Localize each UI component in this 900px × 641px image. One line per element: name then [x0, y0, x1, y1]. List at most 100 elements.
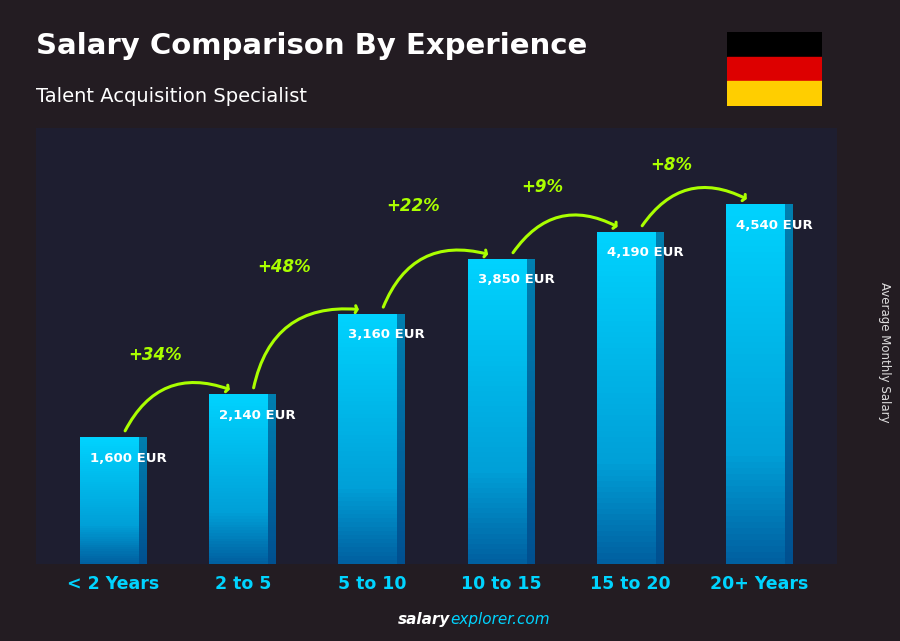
- Bar: [726, 300, 793, 306]
- Bar: [726, 222, 793, 228]
- Text: +34%: +34%: [128, 346, 182, 364]
- Bar: [338, 347, 406, 351]
- Bar: [398, 313, 406, 318]
- Bar: [268, 412, 276, 414]
- Bar: [597, 304, 664, 310]
- Bar: [268, 499, 276, 502]
- Bar: [785, 300, 793, 306]
- Bar: [785, 253, 793, 258]
- Bar: [80, 547, 147, 549]
- Bar: [526, 432, 535, 437]
- Bar: [139, 547, 147, 549]
- Text: 1,600 EUR: 1,600 EUR: [90, 451, 166, 465]
- Bar: [467, 417, 535, 422]
- Bar: [139, 488, 147, 490]
- Bar: [726, 378, 793, 384]
- Bar: [338, 401, 406, 406]
- Bar: [597, 492, 664, 497]
- Bar: [526, 285, 535, 290]
- Bar: [80, 503, 147, 505]
- Bar: [80, 522, 147, 524]
- Bar: [398, 522, 406, 526]
- Bar: [398, 539, 406, 543]
- Bar: [80, 448, 147, 450]
- Bar: [268, 420, 276, 423]
- Bar: [268, 474, 276, 476]
- Bar: [209, 494, 276, 496]
- Bar: [526, 554, 535, 559]
- Bar: [785, 271, 793, 276]
- Bar: [526, 396, 535, 401]
- Bar: [656, 260, 664, 265]
- Bar: [785, 522, 793, 528]
- Bar: [209, 408, 276, 412]
- Bar: [526, 513, 535, 519]
- Bar: [209, 420, 276, 423]
- Bar: [80, 526, 147, 528]
- Bar: [467, 524, 535, 528]
- Bar: [80, 535, 147, 537]
- Bar: [785, 354, 793, 360]
- Bar: [526, 498, 535, 503]
- Bar: [726, 390, 793, 396]
- Bar: [656, 265, 664, 271]
- Bar: [398, 451, 406, 456]
- Bar: [338, 472, 406, 476]
- Bar: [139, 528, 147, 530]
- Bar: [139, 476, 147, 478]
- Bar: [209, 490, 276, 494]
- Bar: [467, 386, 535, 391]
- Bar: [785, 210, 793, 216]
- Bar: [726, 312, 793, 318]
- Bar: [398, 485, 406, 489]
- Bar: [656, 320, 664, 326]
- Bar: [209, 528, 276, 530]
- Bar: [80, 490, 147, 492]
- Bar: [785, 384, 793, 390]
- Bar: [726, 450, 793, 456]
- Bar: [268, 558, 276, 562]
- Bar: [467, 259, 535, 264]
- Bar: [656, 481, 664, 487]
- Bar: [526, 325, 535, 330]
- Bar: [785, 246, 793, 253]
- Bar: [398, 347, 406, 351]
- Bar: [80, 517, 147, 520]
- Bar: [268, 508, 276, 510]
- Bar: [597, 476, 664, 481]
- Bar: [268, 417, 276, 420]
- Bar: [268, 426, 276, 428]
- Bar: [467, 538, 535, 544]
- Bar: [597, 459, 664, 465]
- Bar: [139, 444, 147, 445]
- Bar: [785, 474, 793, 480]
- Bar: [338, 535, 406, 539]
- Bar: [139, 484, 147, 486]
- Bar: [398, 410, 406, 414]
- Bar: [656, 526, 664, 531]
- Bar: [398, 426, 406, 431]
- Bar: [726, 330, 793, 337]
- Bar: [139, 481, 147, 484]
- Bar: [785, 498, 793, 504]
- Bar: [398, 476, 406, 481]
- Bar: [398, 343, 406, 347]
- Bar: [526, 304, 535, 310]
- Bar: [467, 351, 535, 356]
- Bar: [209, 533, 276, 536]
- Bar: [467, 381, 535, 386]
- Bar: [726, 234, 793, 240]
- Bar: [526, 493, 535, 498]
- Bar: [80, 458, 147, 460]
- Bar: [209, 394, 276, 397]
- Bar: [209, 440, 276, 442]
- Bar: [467, 285, 535, 290]
- Bar: [597, 271, 664, 276]
- Bar: [139, 492, 147, 494]
- Bar: [597, 232, 664, 238]
- Bar: [526, 467, 535, 472]
- Bar: [656, 348, 664, 354]
- Bar: [139, 486, 147, 488]
- Bar: [398, 547, 406, 551]
- Bar: [726, 384, 793, 390]
